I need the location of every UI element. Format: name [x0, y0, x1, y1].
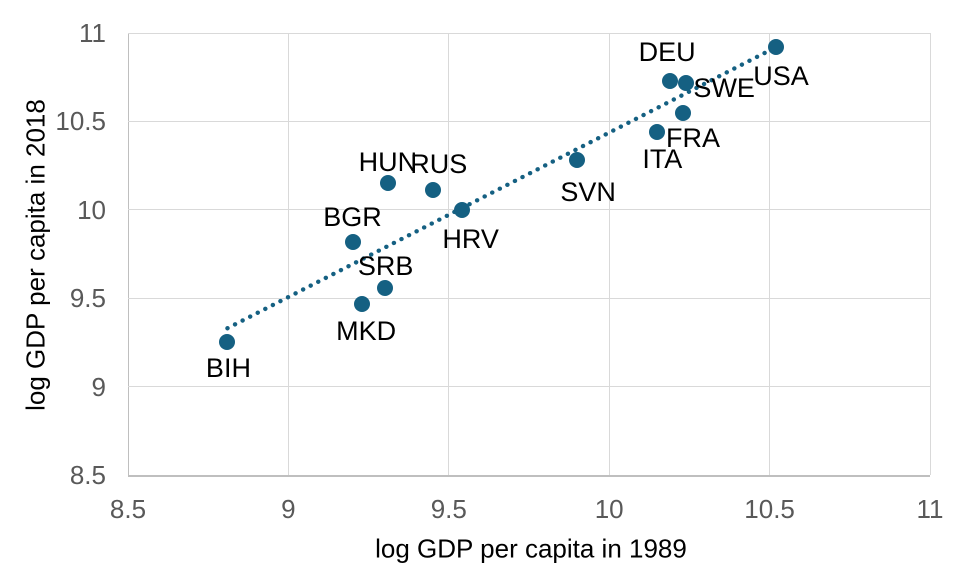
horizontal-gridline: [128, 386, 930, 388]
data-point-hrv: [453, 201, 470, 218]
x-tick-label: 11: [916, 494, 944, 524]
point-label-hrv: HRV: [442, 223, 499, 254]
horizontal-gridline: [128, 297, 930, 299]
y-tick-label: 8.5: [69, 460, 106, 490]
data-point-rus: [424, 182, 441, 199]
y-axis-line: [127, 33, 129, 475]
data-point-mkd: [354, 295, 371, 312]
x-axis-line: [128, 474, 930, 477]
x-tick-label: 9: [281, 494, 296, 524]
x-tick-label: 10.5: [744, 494, 795, 524]
point-label-fra: FRA: [665, 122, 720, 153]
point-label-rus: RUS: [410, 149, 468, 180]
data-point-svn: [569, 152, 586, 169]
data-point-usa: [768, 39, 785, 56]
horizontal-gridline: [128, 120, 930, 122]
x-axis-title: log GDP per capita in 1989: [375, 533, 687, 564]
point-label-hun: HUN: [358, 147, 418, 178]
data-point-ita: [649, 124, 666, 140]
data-point-deu: [662, 72, 679, 89]
horizontal-gridline: [128, 209, 930, 211]
x-tick-label: 9.5: [430, 494, 467, 524]
point-label-mkd: MKD: [336, 315, 397, 346]
vertical-gridline: [929, 33, 931, 475]
point-label-bgr: BGR: [323, 201, 382, 232]
vertical-gridline: [287, 33, 289, 475]
data-point-swe: [678, 74, 695, 91]
y-axis-title: log GDP per capita in 2018: [20, 99, 51, 411]
data-point-bgr: [344, 233, 361, 250]
point-label-svn: SVN: [560, 177, 616, 208]
point-label-deu: DEU: [638, 36, 696, 67]
x-tick-label: 8.5: [109, 494, 147, 524]
data-point-hun: [379, 175, 396, 192]
point-label-srb: SRB: [357, 250, 414, 281]
x-tick-label: 10: [594, 494, 624, 524]
dotted-trendline: [225, 44, 779, 331]
vertical-gridline: [769, 33, 771, 475]
point-label-bih: BIH: [205, 353, 251, 384]
y-tick-label: 11: [79, 18, 106, 48]
vertical-gridline: [608, 33, 610, 475]
data-point-srb: [376, 279, 393, 296]
data-point-bih: [219, 334, 236, 351]
data-point-fra: [674, 104, 691, 121]
point-label-ita: ITA: [642, 144, 683, 174]
point-label-swe: SWE: [693, 72, 755, 103]
horizontal-gridline: [128, 32, 930, 34]
vertical-gridline: [448, 33, 450, 475]
point-label-usa: USA: [753, 61, 809, 92]
